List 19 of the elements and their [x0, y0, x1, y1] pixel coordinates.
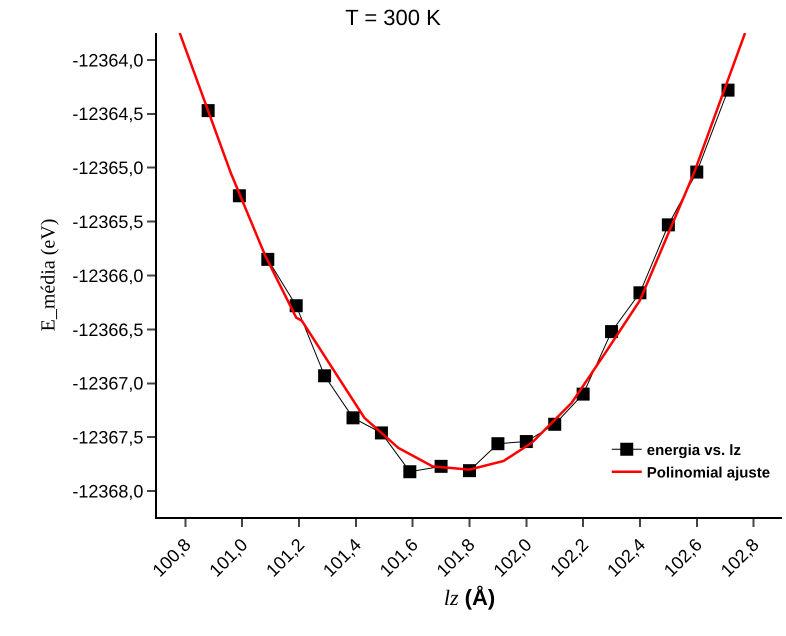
y-tick-label: -12366,0: [72, 266, 144, 286]
y-tick-label: -12368,0: [72, 481, 144, 502]
y-tick-label: -12365,5: [72, 212, 144, 232]
y-tick-label: -12364,5: [72, 104, 144, 124]
legend-label: energia vs. lz: [646, 442, 741, 460]
y-axis-title: E_média (eV): [37, 218, 60, 332]
point: [403, 465, 416, 478]
y-tick-label: -12364,0: [72, 50, 144, 70]
y-tick-label: -12365,0: [72, 158, 144, 178]
x-axis-title: lz (Å): [444, 585, 496, 610]
point: [605, 325, 618, 338]
point: [491, 437, 504, 450]
point: [318, 369, 332, 382]
y-tick-label: -12367,5: [72, 428, 144, 448]
legend-label: Polinomial ajuste: [646, 464, 770, 482]
y-tick-label: -12366,5: [72, 320, 144, 340]
chart-title: T = 300 K: [345, 4, 442, 30]
y-tick-label: -12367,0: [72, 374, 144, 394]
point: [346, 411, 360, 424]
